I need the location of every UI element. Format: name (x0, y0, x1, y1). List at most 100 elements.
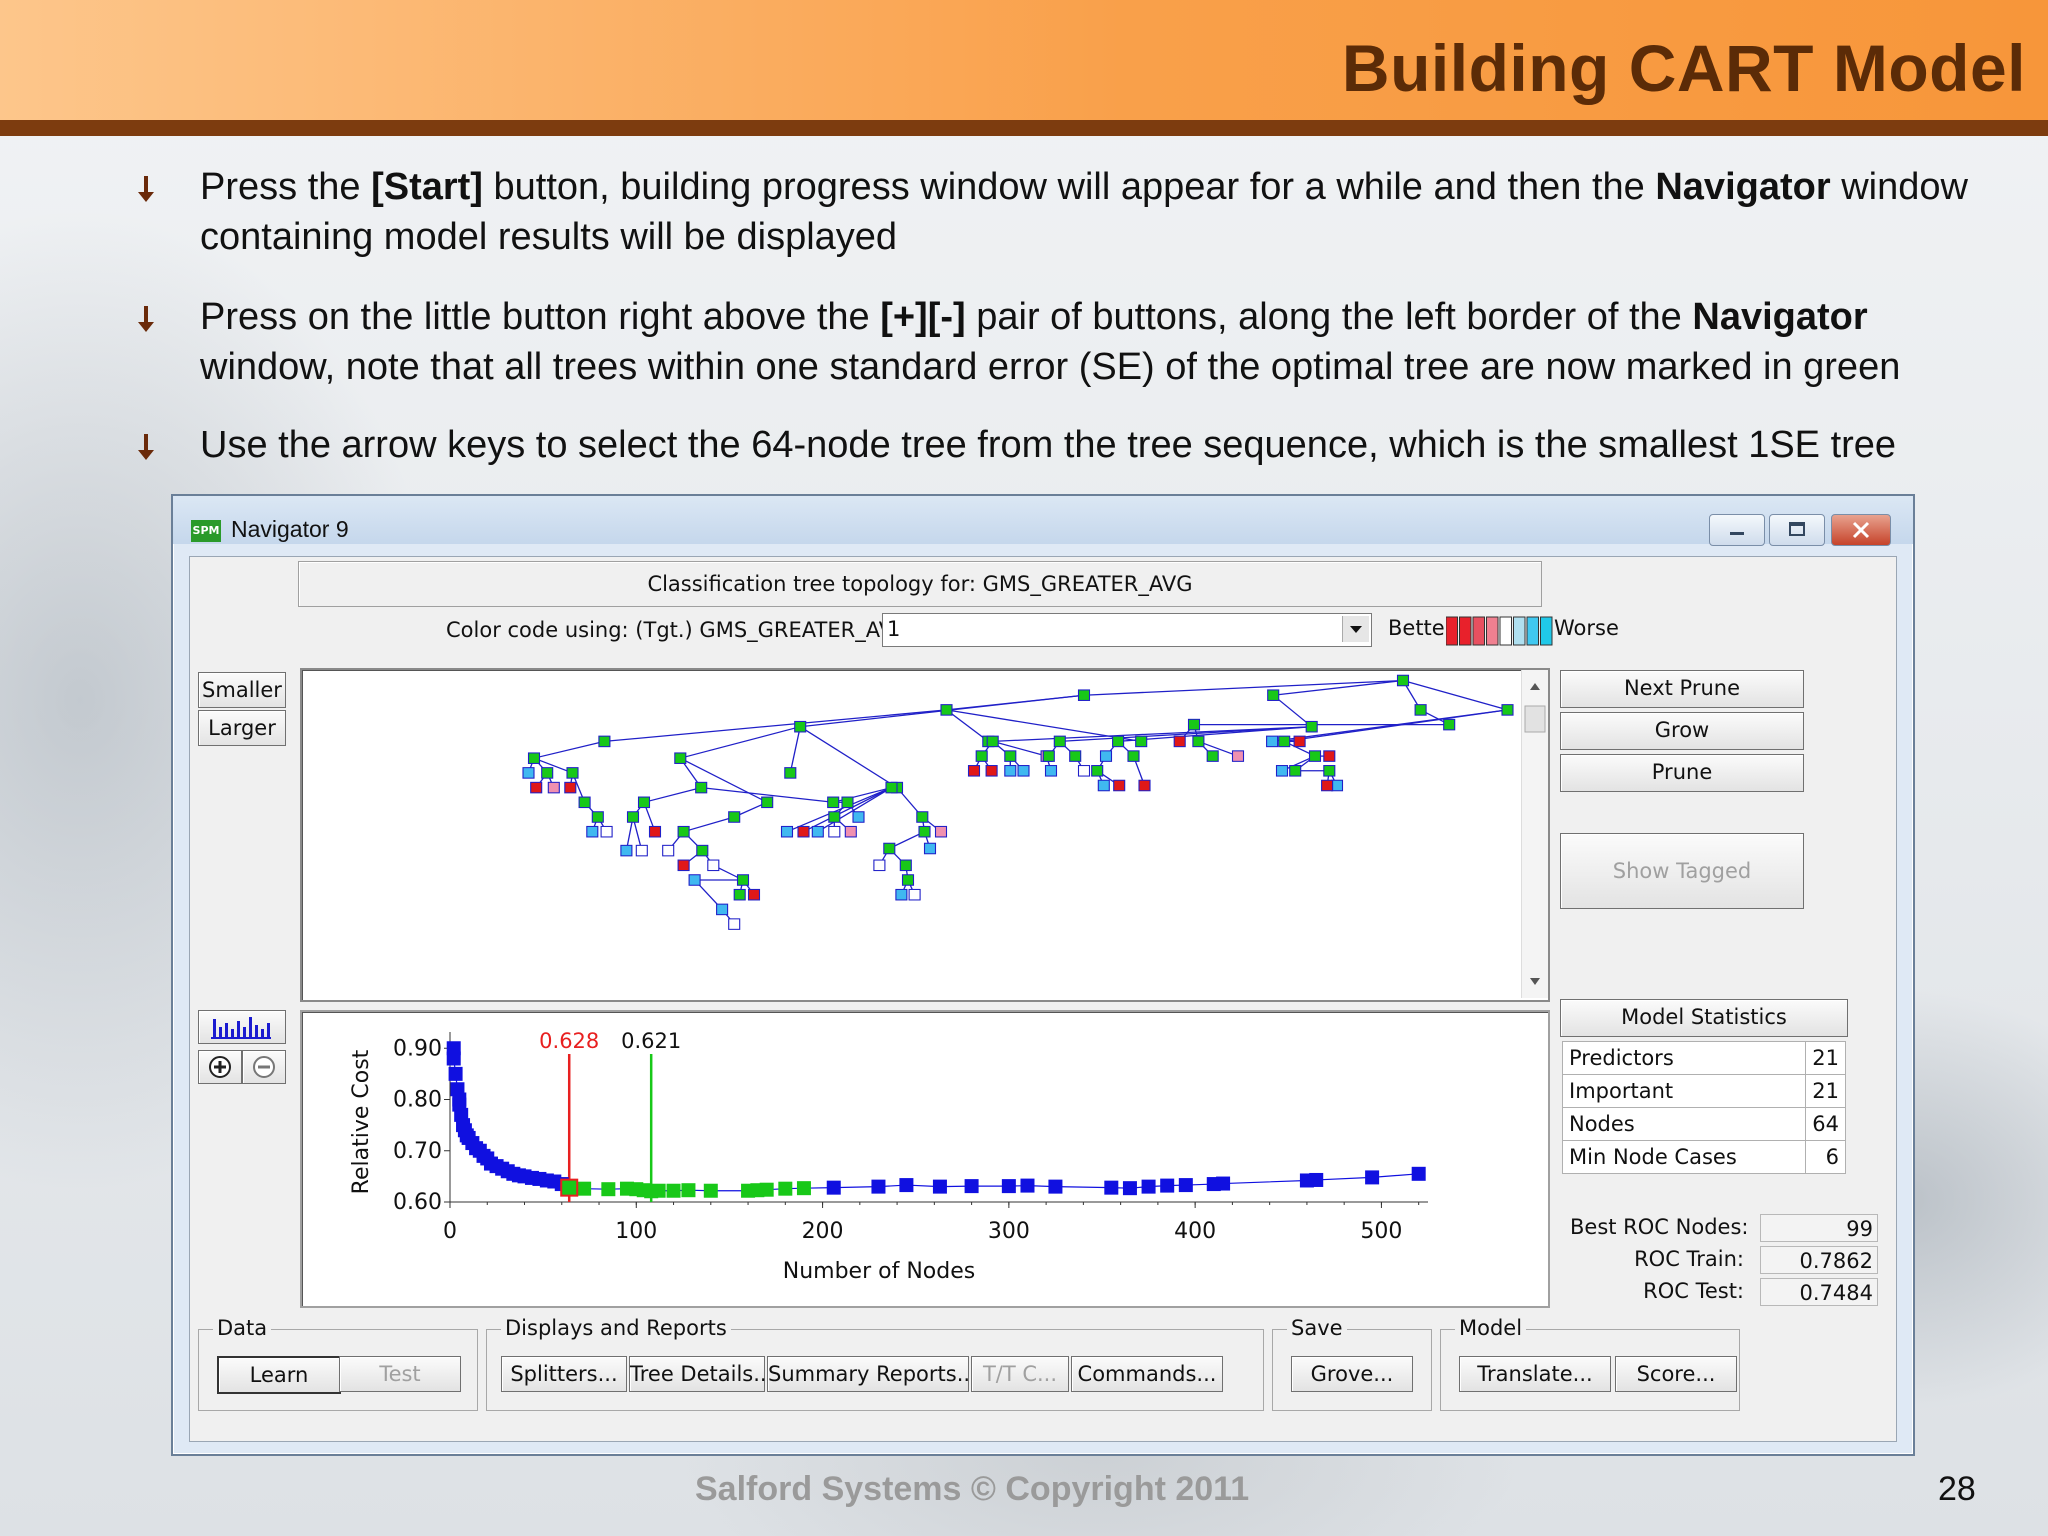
tree-node (620, 844, 633, 857)
show-1se-button[interactable] (198, 1010, 286, 1044)
window-titlebar[interactable]: SPM Navigator 9 (173, 496, 1913, 546)
tree-node (1267, 689, 1280, 701)
relative-cost-chart-panel[interactable]: 0.60 0.70 0.80 0.90 0 100 200 300 400 500 Number o… (300, 1010, 1550, 1308)
zoom-in-button[interactable] (198, 1050, 242, 1084)
maximize-button[interactable] (1769, 514, 1825, 546)
color-scale-swatch (1486, 616, 1499, 646)
model-statistics-header[interactable]: Model Statistics (1560, 999, 1848, 1037)
tree-node (1069, 750, 1082, 762)
tree-node (1275, 765, 1289, 777)
tree-node (885, 781, 898, 794)
tree-node (761, 796, 774, 809)
data-point (448, 1066, 463, 1081)
tree-topology-graph (522, 674, 1514, 930)
tree-details-button[interactable]: Tree Details... (629, 1356, 773, 1392)
grow-button[interactable]: Grow (1560, 712, 1804, 750)
tree-node (1113, 779, 1126, 792)
tree-node (1308, 750, 1322, 762)
score-button[interactable]: Score... (1615, 1356, 1737, 1392)
tree-edge (1284, 709, 1508, 743)
color-code-select[interactable]: 1 (882, 613, 1372, 647)
x-tick-label: 200 (802, 1219, 844, 1244)
tree-node (975, 750, 988, 762)
grove-button[interactable]: Grove... (1291, 1356, 1413, 1392)
page-number: 28 (1938, 1470, 1976, 1508)
learn-button[interactable]: Learn (217, 1356, 341, 1394)
minimize-button[interactable] (1709, 514, 1765, 546)
color-scale-legend (1446, 616, 1553, 646)
bullet-text: pair of buttons, along the left border o… (965, 296, 1693, 338)
data-point (1001, 1179, 1016, 1194)
tree-node (1396, 674, 1410, 687)
tree-node (1127, 750, 1140, 762)
tree-node (1042, 750, 1055, 762)
tree-edge (1083, 679, 1404, 696)
bullet-text: window, note that all trees within one s… (200, 346, 1901, 388)
data-point (1411, 1166, 1426, 1181)
topology-label: Classification tree topology for: GMS_GR… (647, 572, 1193, 596)
tree-scrollbar[interactable] (1521, 670, 1548, 998)
best-roc-nodes-label: Best ROC Nodes: (1570, 1215, 1749, 1239)
tree-node (728, 918, 741, 930)
tt-c-button[interactable]: T/T C... (971, 1356, 1069, 1392)
tree-node (522, 767, 535, 779)
tree-node (1053, 735, 1066, 748)
tree-node (527, 752, 541, 764)
tree-topology-panel[interactable] (300, 668, 1550, 1002)
zoom-out-button[interactable] (242, 1050, 286, 1084)
x-tick-label: 500 (1360, 1219, 1402, 1244)
roc-test-label: ROC Test: (1643, 1279, 1744, 1303)
test-button[interactable]: Test (339, 1356, 461, 1392)
tree-edge (1272, 694, 1313, 728)
data-point (681, 1183, 696, 1198)
tree-edge (817, 787, 892, 833)
smaller-button[interactable]: Smaller (198, 672, 286, 708)
y-tick-label: 0.70 (393, 1139, 442, 1164)
tree-node (1173, 735, 1186, 748)
tree-edge (683, 816, 735, 833)
larger-button[interactable]: Larger (198, 710, 286, 746)
tree-edge (786, 787, 892, 833)
data-point (1365, 1170, 1380, 1185)
show-tagged-button[interactable]: Show Tagged (1560, 833, 1804, 909)
data-group: Data Learn Test (198, 1316, 478, 1411)
prune-button[interactable]: Prune (1560, 754, 1804, 792)
tree-node (674, 752, 687, 764)
tree-node (1004, 765, 1017, 777)
displays-reports-group-label: Displays and Reports (501, 1316, 731, 1340)
tree-edge (643, 786, 702, 803)
tree-node (591, 811, 604, 823)
data-point (899, 1178, 914, 1193)
window-client-area: Classification tree topology for: GMS_GR… (189, 556, 1897, 1442)
tree-node (1099, 750, 1113, 762)
next-prune-button[interactable]: Next Prune (1560, 670, 1804, 708)
close-icon (1852, 521, 1870, 539)
chevron-down-icon (1350, 626, 1362, 633)
tree-node (828, 825, 841, 838)
data-point (703, 1183, 718, 1198)
tree-node (797, 825, 810, 838)
arrow-bullet-icon (138, 306, 154, 332)
tree-graph-group (522, 674, 1514, 930)
roc-test-value: 0.7484 (1760, 1278, 1878, 1306)
better-label: Better (1388, 616, 1454, 640)
tree-node (1266, 735, 1279, 748)
tree-node (918, 825, 931, 838)
summary-reports-button[interactable]: Summary Reports... (767, 1356, 977, 1392)
x-tick-label: 300 (988, 1219, 1030, 1244)
x-tick-label: 100 (615, 1219, 657, 1244)
splitters-button[interactable]: Splitters... (501, 1356, 627, 1392)
tree-edge (680, 726, 801, 759)
dropdown-button[interactable] (1342, 616, 1369, 642)
arrow-bullet-icon (138, 434, 154, 460)
tree-edge (533, 740, 605, 759)
bullet-bold: Navigator (1655, 166, 1831, 208)
x-tick-label: 0 (443, 1219, 457, 1244)
stats-label: Nodes (1561, 1107, 1807, 1141)
topology-header: Classification tree topology for: GMS_GR… (298, 561, 1542, 607)
translate-button[interactable]: Translate... (1459, 1356, 1611, 1392)
tree-node (1192, 735, 1205, 748)
commands-button[interactable]: Commands... (1071, 1356, 1223, 1392)
x-tick-label: 400 (1174, 1219, 1216, 1244)
close-button[interactable] (1831, 514, 1891, 546)
